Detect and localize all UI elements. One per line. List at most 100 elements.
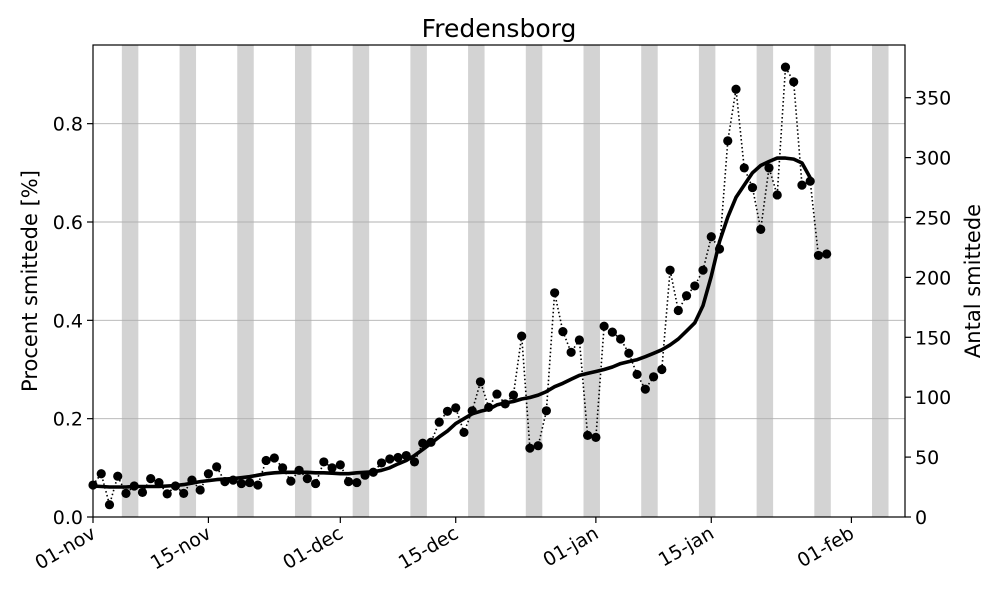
x-tick-label-4: 01-jan	[539, 522, 602, 571]
weekend-band-4	[352, 45, 370, 517]
series-0-point-69	[657, 364, 667, 375]
series-0-point-1	[96, 469, 106, 479]
series-0-point-88	[813, 250, 824, 261]
series-0-point-57	[558, 327, 568, 337]
series-1	[92, 156, 812, 489]
series-0-point-70	[665, 265, 675, 275]
y-left-tick-label-4: 0.8	[53, 114, 83, 136]
series-0-point-11	[179, 488, 189, 498]
series-0-point-80	[747, 182, 758, 193]
series-0-point-26	[302, 474, 312, 484]
series-0-point-87	[805, 176, 815, 186]
weekend-band-5	[410, 45, 427, 517]
weekend-band-0	[121, 45, 139, 517]
y-left-tick-label-2: 0.4	[53, 310, 83, 332]
series-0-point-9	[162, 489, 172, 499]
series-0-point-82	[764, 163, 774, 173]
series-0-point-67	[640, 384, 650, 394]
x-tick-label-1: 15-nov	[147, 522, 215, 574]
y-right-tick-label-5: 250	[915, 208, 951, 230]
series-1-line	[92, 156, 812, 489]
series-0-point-39	[409, 457, 420, 467]
series-0-point-20	[253, 480, 263, 490]
series-0-point-79	[739, 163, 749, 173]
series-0-point-47	[475, 377, 486, 387]
series-0-point-78	[731, 84, 741, 94]
grid-lines	[93, 123, 905, 518]
series-0-point-6	[137, 487, 148, 498]
series-0-point-68	[648, 372, 659, 382]
y-axis-left: 0.0 0.2 0.4 0.6 0.8	[53, 114, 93, 529]
series-0-point-21	[261, 455, 271, 466]
series-0-point-64	[615, 334, 626, 344]
series-0-point-73	[690, 281, 700, 291]
series-0-point-4	[121, 488, 131, 498]
series-0-point-3	[113, 471, 123, 481]
series-0-point-51	[508, 390, 519, 400]
series-0-point-14	[203, 469, 214, 479]
y-right-tick-label-7: 350	[915, 88, 951, 110]
series-0-point-86	[797, 180, 807, 190]
series-0-point-29	[327, 463, 337, 473]
series-0-point-84	[780, 62, 791, 72]
weekend-band-12	[814, 45, 831, 517]
series-0-point-81	[756, 224, 766, 234]
weekend-band-10	[698, 45, 716, 517]
series-0-point-2	[104, 500, 115, 510]
series-0-point-23	[278, 463, 288, 473]
series-0-point-58	[566, 347, 576, 357]
y-right-tick-label-1: 50	[915, 447, 939, 469]
series-0-point-61	[591, 432, 601, 442]
series-0-point-22	[269, 453, 279, 463]
series-0-point-74	[698, 265, 708, 275]
y-left-tick-label-3: 0.6	[53, 212, 83, 234]
series-0-point-28	[319, 457, 329, 467]
series-0-point-44	[451, 403, 461, 413]
x-tick-label-2: 01-dec	[279, 522, 346, 574]
series-0-point-42	[434, 417, 444, 427]
series-0-point-75	[706, 232, 716, 242]
series-0-point-71	[673, 305, 683, 316]
series-0-point-18	[236, 478, 246, 489]
weekend-band-2	[237, 45, 254, 517]
series-0-point-85	[789, 77, 799, 87]
x-axis: 01-nov 15-nov 01-dec 15-dec 01-jan 15-jan 01-f…	[31, 517, 858, 574]
y-right-tick-label-6: 300	[915, 148, 951, 170]
series-0-point-32	[352, 477, 362, 488]
weekend-band-13	[872, 45, 889, 517]
y-left-tick-label-1: 0.2	[53, 409, 83, 431]
series-0-point-65	[624, 348, 634, 358]
series-0-point-15	[212, 462, 222, 472]
chart-title: Fredensborg	[422, 14, 577, 43]
weekend-band-3	[294, 45, 312, 517]
series-0-point-40	[418, 438, 428, 448]
series-0-point-19	[245, 477, 255, 488]
weekend-shading	[121, 45, 889, 517]
series-0-point-60	[583, 430, 593, 440]
series-0-point-72	[681, 291, 692, 301]
y-right-tick-label-2: 100	[915, 387, 951, 409]
series-0-point-30	[335, 460, 345, 470]
series-0-point-62	[599, 321, 609, 331]
y-right-tick-label-3: 150	[915, 327, 951, 349]
series-0-point-77	[723, 136, 733, 146]
series-0-point-36	[385, 454, 395, 464]
weekend-band-6	[468, 45, 485, 517]
series-0-point-89	[822, 249, 832, 259]
series-0-point-49	[492, 389, 502, 399]
series-0-point-63	[607, 327, 617, 337]
series-0-point-53	[525, 443, 535, 453]
series-0-point-43	[442, 406, 453, 416]
plot-frame	[92, 44, 906, 518]
series-0-line	[92, 64, 827, 508]
x-tick-label-0: 01-nov	[31, 522, 99, 574]
y-right-tick-label-0: 0	[915, 507, 927, 529]
series-0-point-24	[286, 476, 296, 486]
series-0-point-52	[517, 331, 527, 341]
weekend-band-9	[641, 45, 658, 517]
series-0-point-27	[310, 478, 321, 489]
series-0-point-37	[393, 452, 403, 463]
x-tick-label-3: 15-dec	[395, 522, 462, 574]
series-0-point-56	[550, 288, 560, 298]
